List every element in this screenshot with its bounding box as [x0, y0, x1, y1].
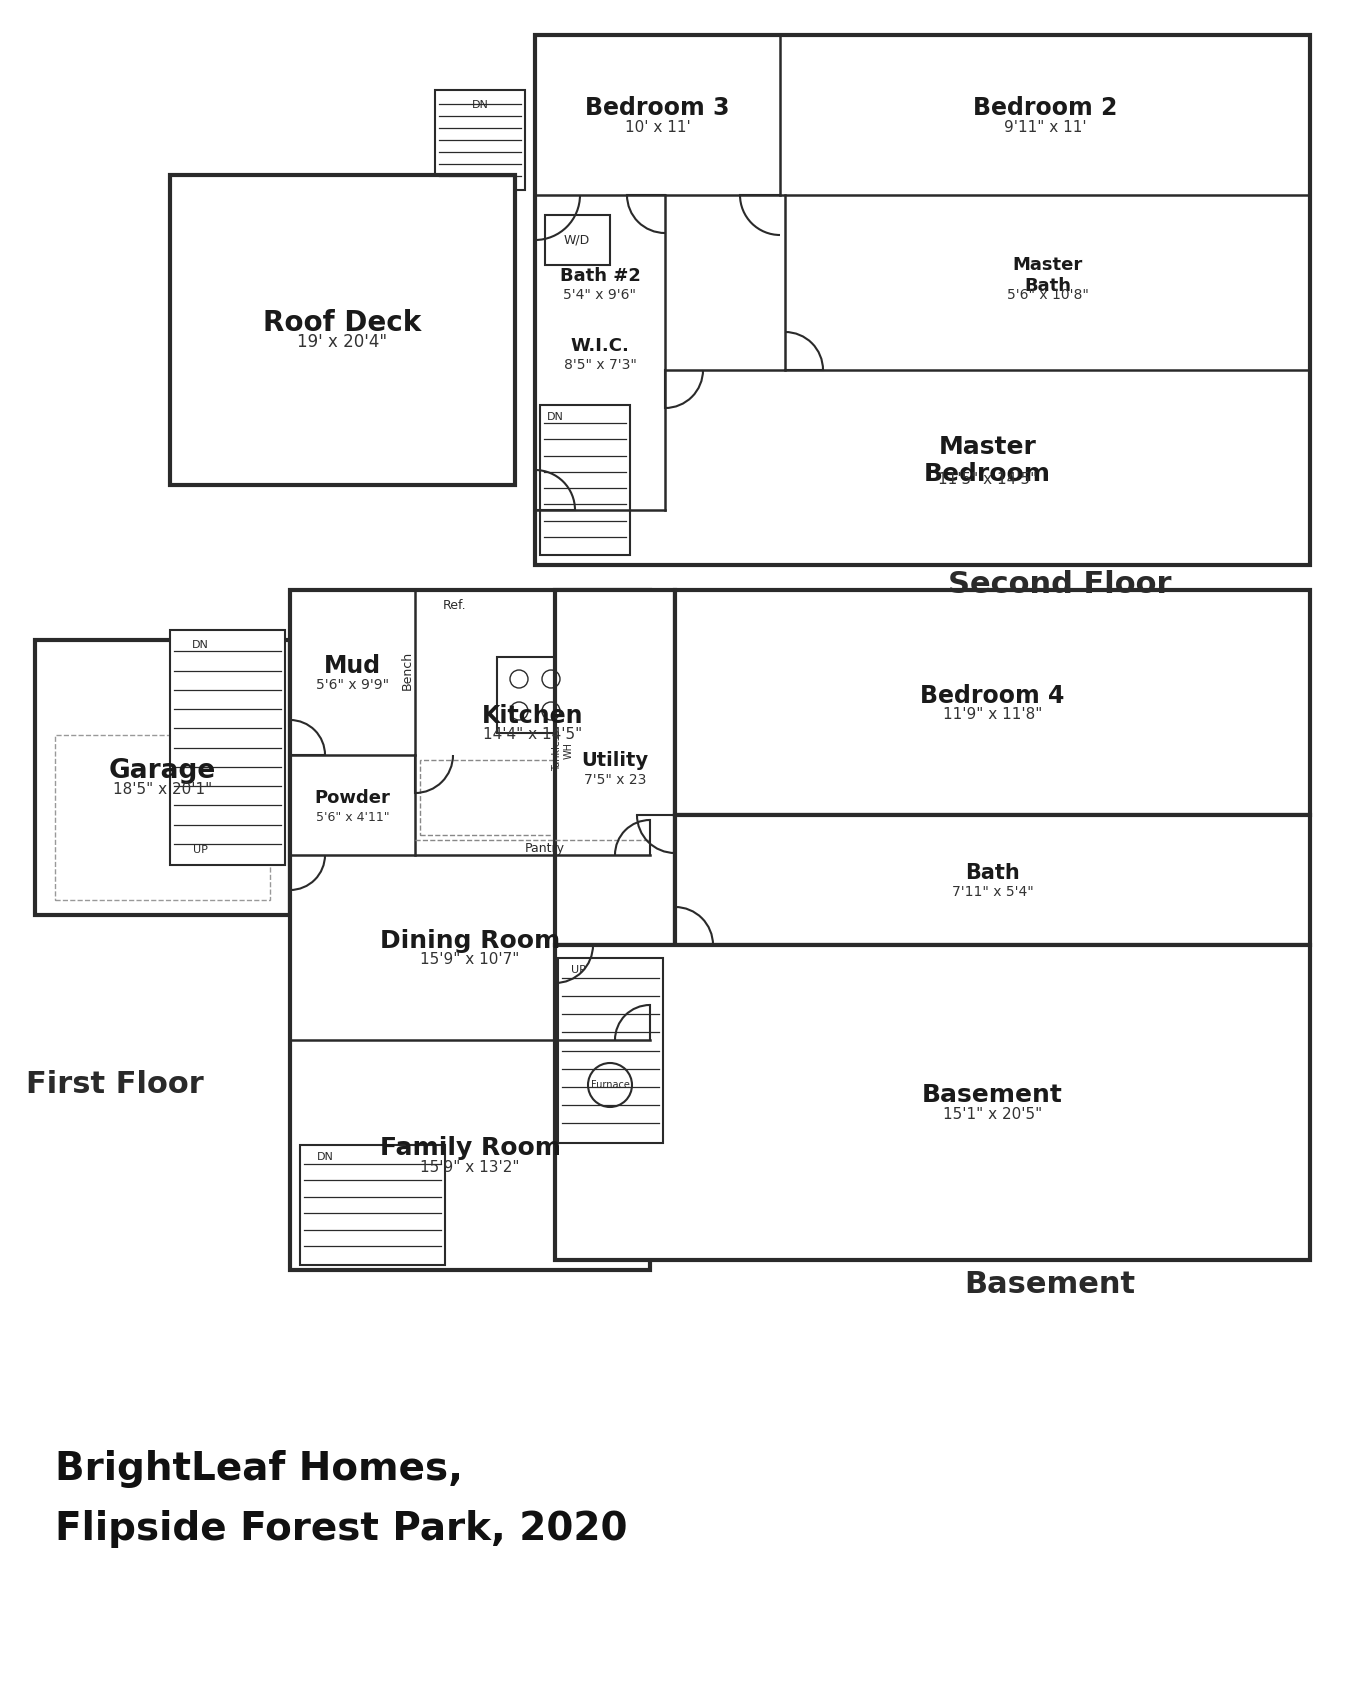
Text: Furnace: Furnace: [590, 1081, 629, 1091]
Text: 5'4" x 9'6": 5'4" x 9'6": [563, 288, 636, 302]
Text: DN: DN: [316, 1152, 333, 1162]
Bar: [545, 216, 610, 265]
Bar: [35, 641, 290, 915]
Text: Basement: Basement: [922, 1084, 1062, 1108]
Bar: [540, 405, 630, 555]
Text: 15'1" x 20'5": 15'1" x 20'5": [942, 1108, 1042, 1121]
Text: 14'4" x 14'5": 14'4" x 14'5": [483, 727, 582, 742]
Text: 5'6" x 9'9": 5'6" x 9'9": [316, 678, 389, 691]
Text: Dining Room: Dining Room: [379, 929, 560, 953]
Text: Kitchen: Kitchen: [482, 703, 583, 727]
Text: 19' x 20'4": 19' x 20'4": [297, 334, 387, 351]
Text: Ref.: Ref.: [443, 599, 467, 612]
Bar: [535, 35, 1310, 565]
Text: UP: UP: [193, 845, 208, 855]
Text: 8'5" x 7'3": 8'5" x 7'3": [563, 357, 636, 371]
Text: Pantry: Pantry: [525, 841, 566, 855]
Text: 18'5" x 20'1": 18'5" x 20'1": [113, 782, 212, 797]
Text: Master
Bedroom: Master Bedroom: [923, 435, 1052, 486]
Text: Bath: Bath: [965, 863, 1019, 883]
Bar: [675, 590, 1310, 814]
Text: Bedroom 2: Bedroom 2: [973, 96, 1118, 120]
Text: Second Floor: Second Floor: [948, 570, 1172, 599]
Text: 11'5" x 14'5": 11'5" x 14'5": [938, 472, 1037, 487]
Text: 7'11" x 5'4": 7'11" x 5'4": [952, 885, 1033, 899]
Text: Roof Deck: Roof Deck: [263, 309, 421, 337]
Bar: [170, 175, 514, 486]
Text: UP: UP: [571, 964, 586, 975]
Bar: [290, 590, 649, 1270]
Text: Bedroom 3: Bedroom 3: [586, 96, 730, 120]
Text: Basement: Basement: [964, 1270, 1135, 1298]
Text: Tankless
WH: Tankless WH: [552, 730, 574, 771]
Text: 9'11" x 11': 9'11" x 11': [1003, 120, 1087, 135]
Bar: [555, 944, 1310, 1259]
Text: Powder: Powder: [315, 789, 390, 808]
Text: Bedroom 4: Bedroom 4: [921, 683, 1065, 708]
Text: W/D: W/D: [564, 233, 590, 246]
Bar: [558, 958, 663, 1143]
Text: 15'9" x 10'7": 15'9" x 10'7": [420, 953, 520, 968]
Text: Garage: Garage: [109, 757, 216, 784]
Text: 7'5" x 23: 7'5" x 23: [583, 772, 647, 786]
Text: W.I.C.: W.I.C.: [571, 337, 629, 354]
Text: Flipside Forest Park, 2020: Flipside Forest Park, 2020: [55, 1511, 628, 1548]
Text: Mud: Mud: [324, 654, 381, 678]
Text: Master
Bath: Master Bath: [1012, 256, 1083, 295]
Text: 11'9" x 11'8": 11'9" x 11'8": [942, 706, 1042, 722]
Text: Family Room: Family Room: [379, 1136, 560, 1160]
Bar: [675, 814, 1310, 944]
Text: Utility: Utility: [582, 750, 648, 771]
Text: DN: DN: [471, 99, 489, 110]
Text: 5'6" x 4'11": 5'6" x 4'11": [316, 811, 389, 823]
Text: 10' x 11': 10' x 11': [625, 120, 690, 135]
Bar: [300, 1145, 446, 1264]
Text: 15'9" x 13'2": 15'9" x 13'2": [420, 1160, 520, 1175]
Text: First Floor: First Floor: [26, 1071, 204, 1099]
Bar: [170, 631, 285, 865]
Text: 5'6" x 10'8": 5'6" x 10'8": [1007, 288, 1088, 302]
Text: DN: DN: [192, 641, 208, 651]
Bar: [497, 658, 572, 733]
Bar: [55, 735, 270, 900]
Text: Bench: Bench: [401, 651, 413, 690]
Bar: [555, 590, 675, 944]
Bar: [420, 760, 616, 835]
Text: DN: DN: [547, 411, 563, 422]
Text: Bath #2: Bath #2: [559, 266, 640, 285]
Text: BrightLeaf Homes,: BrightLeaf Homes,: [55, 1450, 463, 1489]
Bar: [435, 89, 525, 191]
